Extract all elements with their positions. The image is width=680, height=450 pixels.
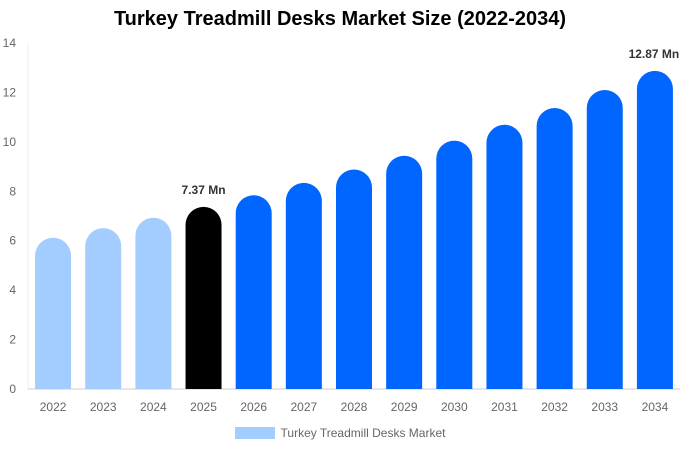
x-tick-label: 2029 xyxy=(391,400,418,414)
x-tick-label: 2030 xyxy=(441,400,468,414)
y-tick-label: 0 xyxy=(9,382,16,396)
x-tick-label: 2034 xyxy=(642,400,669,414)
bar xyxy=(285,182,322,389)
y-tick-label: 8 xyxy=(9,184,16,198)
bar xyxy=(135,217,172,389)
y-tick-label: 2 xyxy=(9,333,16,347)
x-tick-label: 2022 xyxy=(40,400,67,414)
y-tick-label: 10 xyxy=(3,135,17,149)
x-tick-label: 2027 xyxy=(290,400,317,414)
x-tick-label: 2028 xyxy=(341,400,368,414)
x-tick-label: 2033 xyxy=(591,400,618,414)
bar xyxy=(386,155,423,389)
bar xyxy=(85,228,122,389)
y-tick-label: 4 xyxy=(9,283,16,297)
y-tick-label: 12 xyxy=(3,85,17,99)
x-tick-label: 2032 xyxy=(541,400,568,414)
x-tick-label: 2024 xyxy=(140,400,167,414)
x-tick-label: 2026 xyxy=(240,400,267,414)
bar xyxy=(336,169,372,389)
x-tick-label: 2031 xyxy=(491,400,518,414)
legend-swatch xyxy=(234,427,275,439)
x-tick-label: 2025 xyxy=(190,400,217,414)
bar xyxy=(636,70,673,390)
bar xyxy=(586,89,623,389)
x-tick-label: 2023 xyxy=(90,400,117,414)
y-tick-label: 14 xyxy=(3,36,17,50)
legend[interactable]: Turkey Treadmill Desks Market xyxy=(0,426,680,440)
bar xyxy=(536,107,573,390)
data-label: 7.37 Mn xyxy=(182,183,226,197)
legend-label: Turkey Treadmill Desks Market xyxy=(280,426,446,440)
chart-title: Turkey Treadmill Desks Market Size (2022… xyxy=(113,8,567,30)
bar xyxy=(235,195,272,389)
bar xyxy=(486,124,523,389)
data-label: 12.87 Mn xyxy=(629,47,680,61)
bar xyxy=(185,206,222,389)
bar xyxy=(35,237,72,389)
y-tick-label: 6 xyxy=(9,234,16,248)
bar xyxy=(436,140,473,389)
